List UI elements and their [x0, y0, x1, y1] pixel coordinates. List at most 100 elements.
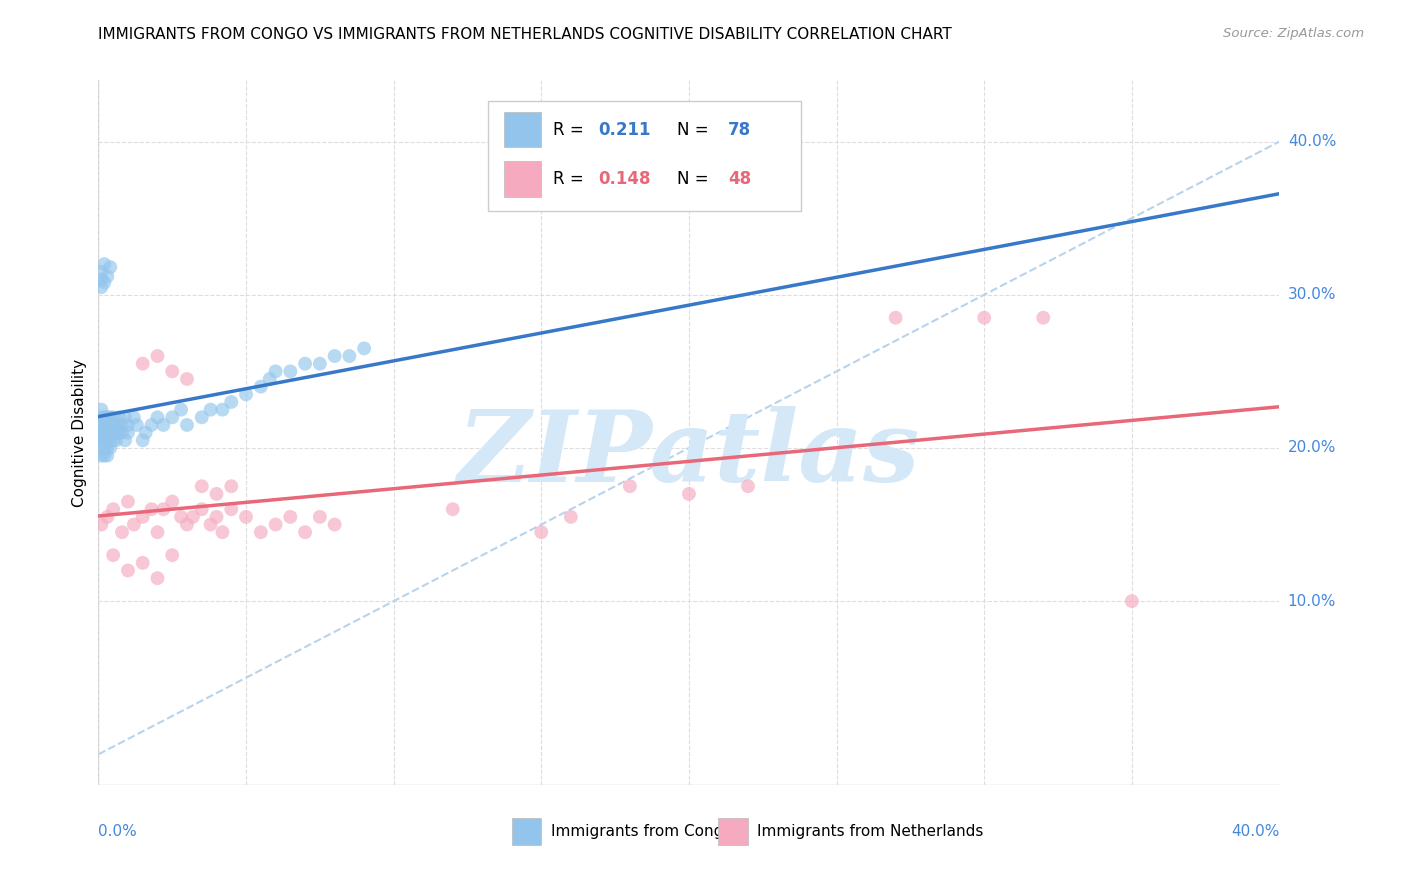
Point: [884, 310, 907, 325]
Point: [93, 434, 115, 448]
Point: [93, 441, 115, 455]
Point: [294, 525, 316, 540]
Point: [98, 417, 121, 432]
Point: [125, 417, 148, 432]
Point: [96, 425, 118, 440]
Point: [191, 479, 214, 493]
Point: [280, 509, 302, 524]
Point: [200, 402, 222, 417]
Point: [560, 509, 582, 524]
Point: [96, 449, 118, 463]
Point: [132, 434, 155, 448]
Y-axis label: Cognitive Disability: Cognitive Disability: [72, 359, 87, 507]
Point: [90, 272, 112, 286]
Point: [132, 556, 155, 570]
Text: Immigrants from Congo: Immigrants from Congo: [551, 824, 733, 839]
Text: Source: ZipAtlas.com: Source: ZipAtlas.com: [1223, 27, 1364, 40]
Point: [90, 265, 112, 279]
Point: [323, 349, 346, 363]
Point: [93, 425, 115, 440]
Point: [117, 425, 139, 440]
Point: [250, 525, 273, 540]
Point: [90, 449, 112, 463]
Text: 10.0%: 10.0%: [1288, 594, 1336, 608]
Point: [1032, 310, 1054, 325]
Point: [170, 402, 193, 417]
Point: [221, 502, 243, 516]
Point: [93, 417, 115, 432]
Point: [264, 364, 287, 378]
Point: [176, 372, 198, 386]
Point: [90, 425, 112, 440]
Point: [619, 479, 641, 493]
Point: [98, 410, 121, 425]
Point: [162, 364, 183, 378]
Point: [93, 449, 115, 463]
Point: [96, 410, 118, 425]
Text: R =: R =: [553, 170, 589, 188]
Point: [93, 257, 115, 271]
Point: [108, 410, 131, 425]
Point: [205, 487, 228, 501]
Point: [353, 342, 375, 356]
Point: [162, 494, 183, 508]
Point: [96, 417, 118, 432]
Point: [93, 434, 115, 448]
Point: [93, 425, 115, 440]
Point: [98, 434, 121, 448]
Point: [1121, 594, 1143, 608]
Point: [98, 425, 121, 440]
Point: [146, 349, 169, 363]
Point: [93, 276, 115, 290]
Point: [90, 434, 112, 448]
Point: [678, 487, 700, 501]
Point: [105, 434, 128, 448]
Point: [264, 517, 287, 532]
Point: [191, 410, 214, 425]
Text: Immigrants from Netherlands: Immigrants from Netherlands: [758, 824, 984, 839]
Point: [200, 517, 222, 532]
Point: [96, 441, 118, 455]
Point: [93, 417, 115, 432]
Point: [309, 509, 332, 524]
Point: [152, 502, 174, 516]
Point: [96, 269, 118, 284]
Point: [141, 417, 163, 432]
Text: 48: 48: [728, 170, 751, 188]
Point: [111, 417, 134, 432]
Point: [103, 425, 125, 440]
Point: [530, 525, 553, 540]
Text: N =: N =: [678, 120, 714, 138]
Point: [211, 402, 233, 417]
Point: [90, 402, 112, 417]
Point: [105, 417, 128, 432]
FancyBboxPatch shape: [488, 102, 801, 211]
Point: [114, 410, 136, 425]
Point: [211, 525, 233, 540]
Point: [973, 310, 995, 325]
Point: [98, 441, 121, 455]
Bar: [512, 818, 541, 845]
Point: [117, 494, 139, 508]
Point: [221, 395, 243, 409]
Point: [114, 434, 136, 448]
Point: [205, 509, 228, 524]
Point: [103, 410, 125, 425]
Text: R =: R =: [553, 120, 589, 138]
Text: ZIPatlas: ZIPatlas: [458, 406, 920, 502]
Point: [146, 571, 169, 585]
Text: 40.0%: 40.0%: [1232, 824, 1279, 838]
Point: [90, 425, 112, 440]
Point: [221, 479, 243, 493]
Point: [108, 425, 131, 440]
Bar: [503, 161, 541, 196]
Point: [103, 417, 125, 432]
Point: [737, 479, 759, 493]
Point: [141, 502, 163, 516]
Point: [90, 417, 112, 432]
Text: 0.211: 0.211: [598, 120, 651, 138]
Point: [90, 434, 112, 448]
Text: 30.0%: 30.0%: [1288, 287, 1336, 302]
Bar: [718, 818, 748, 845]
Point: [93, 410, 115, 425]
